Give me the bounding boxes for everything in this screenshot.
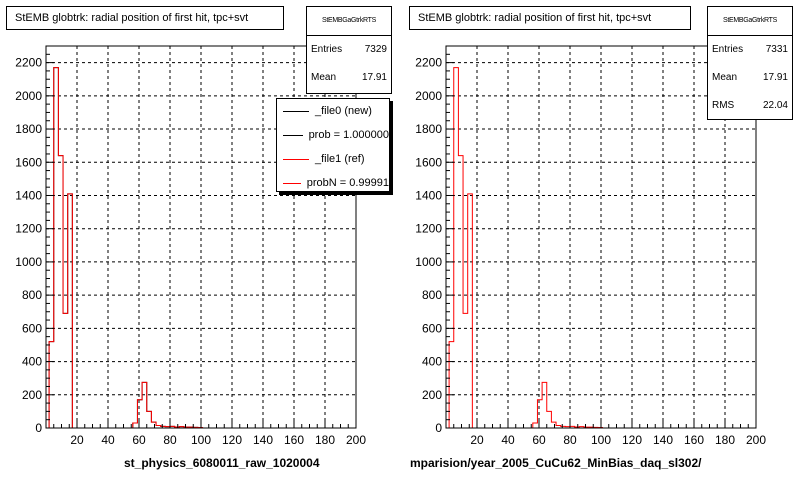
y-tick-label: 1800 (415, 122, 442, 136)
x-tick-label: 40 (101, 433, 115, 447)
x-tick-label: 100 (191, 433, 211, 447)
x-tick-label: 180 (715, 433, 735, 447)
stats-entries-row: Entries 7331 (708, 36, 792, 64)
y-tick-label: 600 (422, 321, 442, 335)
x-tick-label: 140 (253, 433, 273, 447)
legend-line-ref (283, 158, 309, 160)
legend-entry-new: _file0 (new) (277, 99, 389, 123)
x-tick-label: 60 (532, 433, 546, 447)
legend-line-new (283, 110, 309, 112)
stats-mean-label: Mean (311, 72, 337, 83)
stats-rms-label: RMS (712, 100, 735, 111)
x-tick-label: 20 (70, 433, 84, 447)
y-tick-label: 200 (422, 388, 442, 402)
stats-box: StEMBGaGtrkRTS Entries 7331 Mean 17.91 R… (707, 6, 793, 120)
stats-entries-value: 7329 (364, 44, 387, 55)
stats-entries-value: 7331 (765, 44, 788, 55)
x-tick-label: 160 (684, 433, 704, 447)
plot-title: StEMB globtrk: radial position of first … (6, 6, 284, 30)
x-tick-label: 20 (470, 433, 484, 447)
x-tick-label: 200 (746, 433, 766, 447)
stats-mean-label: Mean (712, 72, 738, 83)
stats-name: StEMBGaGtrkRTS (307, 7, 391, 36)
x-tick-label: 80 (163, 433, 177, 447)
legend-line-prob (283, 134, 303, 136)
histogram-plot-ref: 20 40 60 80 100 120 140 160 180 20002004006008001… (415, 45, 766, 447)
x-tick-label: 120 (222, 433, 242, 447)
stats-mean-row: Mean 17.91 (307, 64, 391, 92)
stats-entries-row: Entries 7329 (307, 36, 391, 64)
legend-label-new: _file0 (new) (315, 105, 372, 117)
histogram-series--file1-ref- (448, 67, 756, 429)
y-tick-label: 800 (422, 288, 442, 302)
y-tick-label: 200 (22, 388, 42, 402)
plot-title: StEMB globtrk: radial position of first … (409, 6, 691, 30)
histogram-panel-ref: 20 40 60 80 100 120 140 160 180 200 0 200 400 600 800 1… (400, 0, 800, 480)
x-tick-label: 160 (284, 433, 304, 447)
histogram-panel-new: 20 40 60 80 100 120 140 160 180 200 0 200 400 600 800 1… (6, 6, 392, 470)
legend-entry-probn: probN = 0.99991 (277, 171, 389, 191)
y-tick-label: 1600 (415, 155, 442, 169)
y-tick-label: 2200 (15, 56, 42, 70)
y-tick-label: 1800 (15, 122, 42, 136)
stats-rms-value: 22.04 (762, 100, 788, 111)
x-tick-label: 200 (346, 433, 366, 447)
stats-box: StEMBGaGtrkRTS Entries 7329 Mean 17.91 (306, 6, 392, 94)
legend-label-probn: probN = 0.99991 (306, 177, 389, 189)
legend-entry-ref: _file1 (ref) (277, 147, 389, 171)
y-tick-label: 0 (435, 421, 442, 435)
x-tick-label: 80 (563, 433, 577, 447)
y-tick-label: 1000 (15, 255, 42, 269)
stats-name: StEMBGaGtrkRTS (708, 7, 792, 36)
x-tick-label: 60 (132, 433, 146, 447)
y-tick-label: 1400 (415, 188, 442, 202)
y-tick-label: 1400 (15, 188, 42, 202)
legend-line-probn (283, 182, 301, 184)
x-tick-label: 140 (653, 433, 673, 447)
legend-label-ref: _file1 (ref) (315, 153, 365, 165)
stats-mean-value: 17.91 (762, 72, 788, 83)
y-tick-label: 0 (35, 421, 42, 435)
x-axis-label: mparision/year_2005_CuCu62_MinBias_daq_s… (410, 456, 702, 470)
stats-rms-row: RMS 22.04 (708, 92, 792, 120)
x-tick-label: 100 (591, 433, 611, 447)
y-tick-label: 400 (22, 355, 42, 369)
stats-mean-value: 17.91 (361, 72, 387, 83)
y-tick-label: 1000 (415, 255, 442, 269)
y-tick-label: 2000 (415, 89, 442, 103)
y-tick-label: 1200 (15, 222, 42, 236)
x-tick-label: 180 (315, 433, 335, 447)
y-tick-label: 1600 (15, 155, 42, 169)
x-tick-label: 120 (622, 433, 642, 447)
x-tick-label: 40 (501, 433, 515, 447)
stats-entries-label: Entries (311, 44, 343, 55)
y-tick-label: 2200 (415, 56, 442, 70)
y-tick-label: 2000 (15, 89, 42, 103)
y-tick-label: 400 (422, 355, 442, 369)
stats-entries-label: Entries (712, 44, 744, 55)
legend-label-prob: prob = 1.000000 (308, 129, 389, 141)
histogram-series--file1-ref- (48, 67, 356, 429)
y-tick-label: 800 (22, 288, 42, 302)
legend-entry-prob: prob = 1.000000 (277, 123, 389, 147)
y-tick-label: 600 (22, 321, 42, 335)
x-axis-label: st_physics_6080011_raw_1020004 (124, 456, 320, 470)
stats-mean-row: Mean 17.91 (708, 64, 792, 92)
legend: _file0 (new) prob = 1.000000 _file1 (ref… (276, 98, 390, 192)
y-tick-label: 1200 (415, 222, 442, 236)
